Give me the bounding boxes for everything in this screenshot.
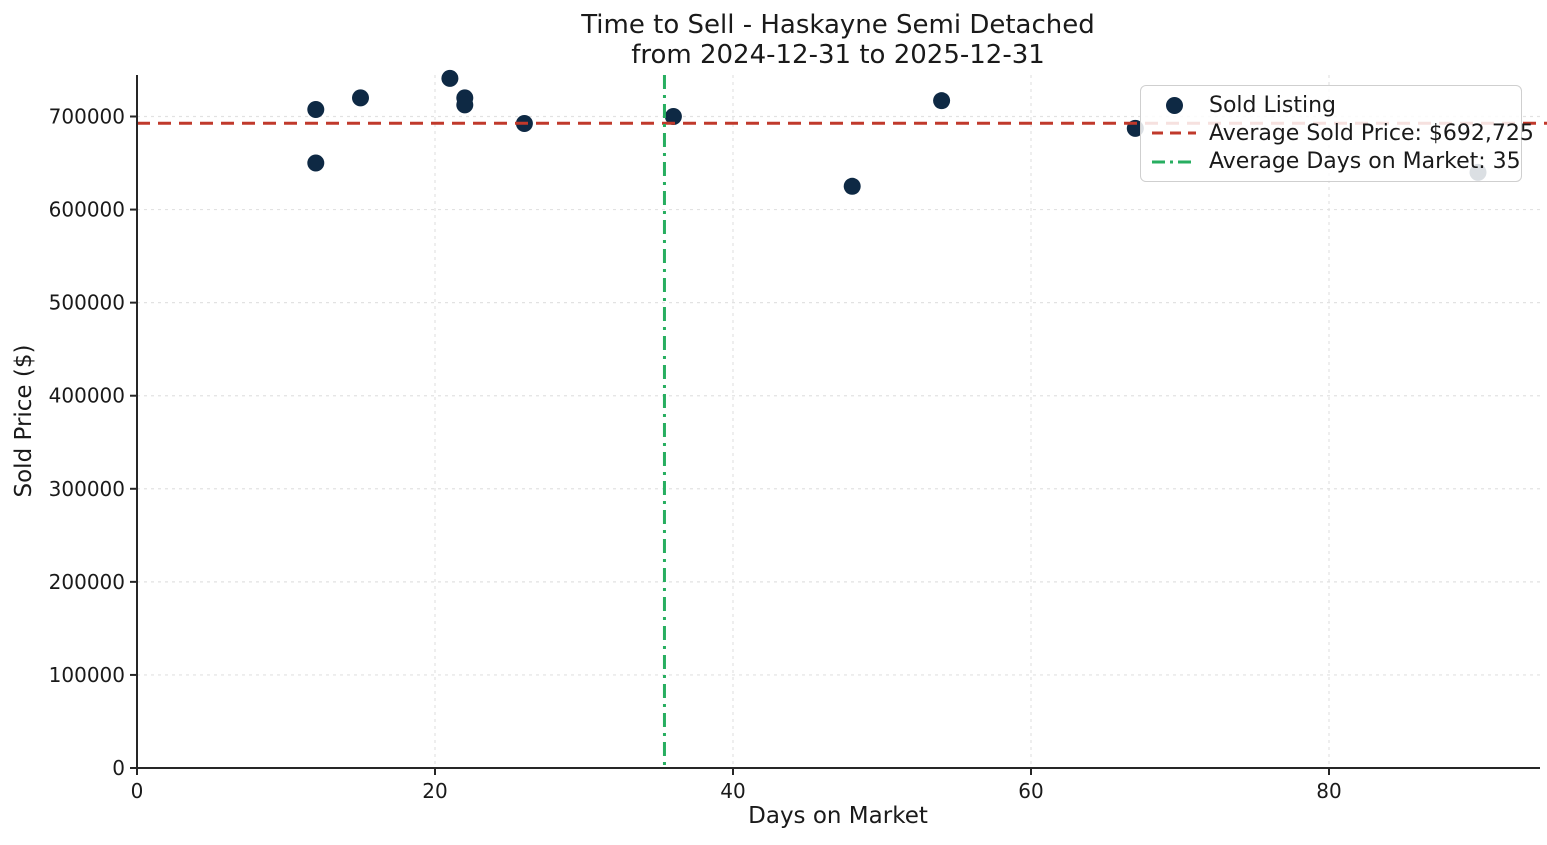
sold-listing-point[interactable] xyxy=(664,108,682,125)
y-tick-label: 100000 xyxy=(49,663,125,687)
y-tick-label: 500000 xyxy=(49,291,125,315)
sold-listing-point[interactable] xyxy=(933,92,951,110)
chart-title: Time to Sell - Haskayne Semi Detached fr… xyxy=(581,10,1095,70)
y-tick-label: 200000 xyxy=(49,570,125,594)
legend-item-sold-listing: Sold Listing xyxy=(1151,91,1511,119)
y-tick-label: 0 xyxy=(112,756,125,780)
sold-listing-point[interactable] xyxy=(456,96,474,114)
x-axis-label: Days on Market xyxy=(748,803,928,829)
dashed-line-icon xyxy=(1151,124,1197,142)
x-tick-label: 80 xyxy=(1316,779,1341,803)
sold-listing-point[interactable] xyxy=(843,177,861,195)
y-tick-label: 300000 xyxy=(49,477,125,501)
legend-label-sold-listing: Sold Listing xyxy=(1209,92,1336,118)
legend: Sold Listing Average Sold Price: $692,72… xyxy=(1140,85,1534,182)
sold-listing-dot-icon xyxy=(1151,96,1197,114)
legend-item-average-days-on-market: Average Days on Market: 35 xyxy=(1151,148,1521,176)
sold-listing-point[interactable] xyxy=(307,101,325,119)
sold-listing-point[interactable] xyxy=(307,154,325,172)
y-tick-label: 400000 xyxy=(49,384,125,408)
chart-title-line1: Time to Sell - Haskayne Semi Detached xyxy=(581,10,1095,40)
sold-listing-point[interactable] xyxy=(352,89,369,107)
dashdot-line-icon xyxy=(1151,153,1197,171)
chart-title-line2: from 2024-12-31 to 2025-12-31 xyxy=(631,40,1045,70)
x-tick-label: 0 xyxy=(131,779,144,803)
sold-listing-point[interactable] xyxy=(441,69,459,87)
legend-label-average-days-on-market: Average Days on Market: 35 xyxy=(1209,149,1521,175)
legend-item-average-sold-price: Average Sold Price: $692,725 xyxy=(1151,119,1534,147)
x-tick-label: 20 xyxy=(422,779,447,803)
y-axis-label: Sold Price ($) xyxy=(11,344,37,498)
legend-label-average-sold-price: Average Sold Price: $692,725 xyxy=(1209,120,1534,146)
y-tick-label: 600000 xyxy=(49,198,125,222)
x-tick-label: 60 xyxy=(1018,779,1043,803)
y-tick-label: 700000 xyxy=(49,105,125,129)
x-tick-label: 40 xyxy=(720,779,745,803)
